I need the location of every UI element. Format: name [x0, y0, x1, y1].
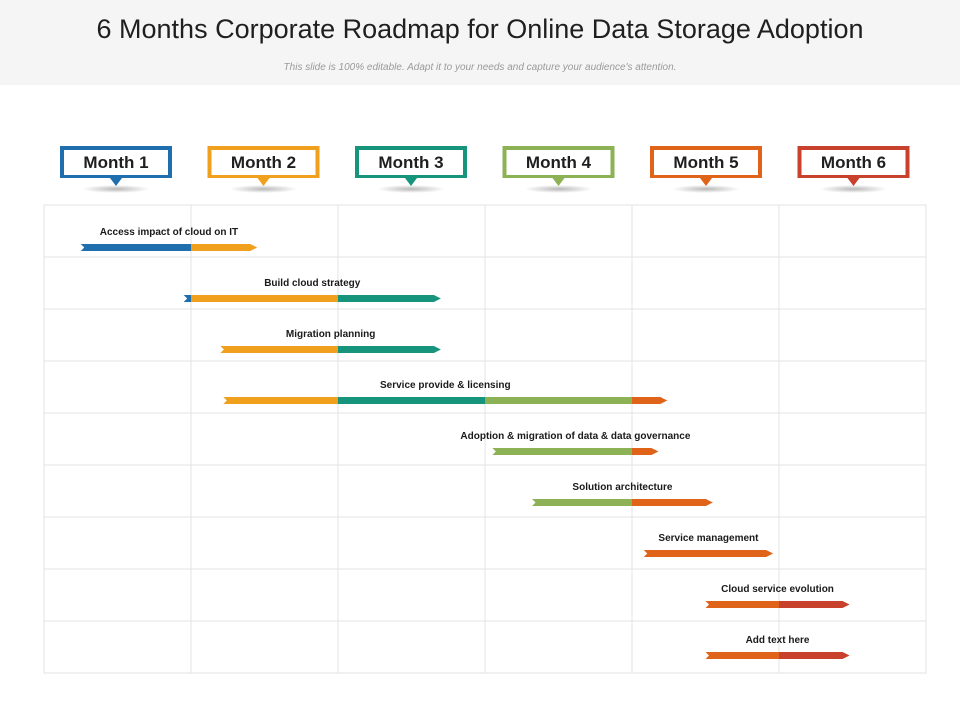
- task-bar-segment: [191, 295, 338, 302]
- month-tag-shadow: [819, 185, 888, 193]
- task-row: Access impact of cloud on IT: [80, 227, 258, 251]
- task-label: Build cloud strategy: [264, 278, 361, 289]
- page-subtitle: This slide is 100% editable. Adapt it to…: [283, 62, 677, 73]
- month-tag-inner: [506, 150, 611, 175]
- task-label: Add text here: [746, 635, 810, 646]
- month-label: Month 5: [673, 153, 738, 172]
- task-bar-segment: [632, 397, 668, 404]
- month-label: Month 4: [526, 153, 592, 172]
- task-bar-segment: [705, 652, 779, 659]
- month-tag-inner: [64, 150, 168, 175]
- task-bar-segment: [705, 601, 779, 608]
- task-bar-segment: [338, 346, 441, 353]
- task-bars: Access impact of cloud on IT Build cloud …: [80, 227, 850, 659]
- task-bar-segment: [220, 346, 338, 353]
- month-header-1: Month 1: [60, 146, 172, 193]
- task-label: Cloud service evolution: [721, 584, 834, 595]
- page-title: 6 Months Corporate Roadmap for Online Da…: [96, 14, 864, 44]
- task-bar-segment: [492, 448, 632, 455]
- month-tag-inner: [359, 150, 463, 175]
- month-header-2: Month 2: [207, 146, 320, 193]
- task-bar-segment: [485, 397, 632, 404]
- task-row: Migration planning: [220, 329, 441, 353]
- task-bar-segment: [191, 244, 258, 251]
- task-label: Adoption & migration of data & data gove…: [460, 431, 690, 442]
- task-bar-segment: [80, 244, 191, 251]
- month-tag-shadow: [229, 185, 298, 193]
- month-header-5: Month 5: [650, 146, 762, 193]
- task-bar-segment: [183, 295, 191, 302]
- task-label: Migration planning: [286, 329, 375, 340]
- task-row: Adoption & migration of data & data gove…: [460, 431, 691, 455]
- month-headers: Month 1 Month 2 Month 3 Month 4 Month 5 Month…: [60, 146, 910, 193]
- task-bar-segment: [338, 295, 441, 302]
- task-row: Solution architecture: [532, 482, 713, 506]
- task-row: Add text here: [705, 635, 850, 659]
- task-row: Service provide & licensing: [223, 380, 668, 404]
- task-label: Access impact of cloud on IT: [100, 227, 238, 238]
- month-label: Month 1: [83, 153, 148, 172]
- month-header-4: Month 4: [502, 146, 615, 193]
- month-header-3: Month 3: [355, 146, 467, 193]
- task-bar-segment: [632, 499, 713, 506]
- task-bar-segment: [632, 448, 659, 455]
- task-bar-segment: [779, 601, 850, 608]
- month-header-6: Month 6: [797, 146, 910, 193]
- task-label: Solution architecture: [572, 482, 672, 493]
- month-label: Month 6: [821, 153, 886, 172]
- task-row: Build cloud strategy: [183, 278, 441, 302]
- month-tag-shadow: [672, 185, 740, 193]
- month-tag-shadow: [377, 185, 445, 193]
- task-bar-segment: [223, 397, 338, 404]
- task-label: Service management: [658, 533, 759, 544]
- task-bar-segment: [643, 550, 774, 557]
- month-tag-shadow: [524, 185, 593, 193]
- month-tag-inner: [801, 150, 906, 175]
- month-tag-inner: [211, 150, 316, 175]
- month-label: Month 3: [378, 153, 443, 172]
- task-row: Service management: [643, 533, 774, 557]
- month-tag-inner: [654, 150, 758, 175]
- task-bar-segment: [338, 397, 485, 404]
- task-label: Service provide & licensing: [380, 380, 511, 391]
- month-tag-shadow: [82, 185, 150, 193]
- task-row: Cloud service evolution: [705, 584, 850, 608]
- timeline-grid: [43, 204, 927, 674]
- month-label: Month 2: [231, 153, 296, 172]
- task-bar-segment: [532, 499, 632, 506]
- task-bar-segment: [779, 652, 850, 659]
- header-band: 6 Months Corporate Roadmap for Online Da…: [0, 0, 960, 85]
